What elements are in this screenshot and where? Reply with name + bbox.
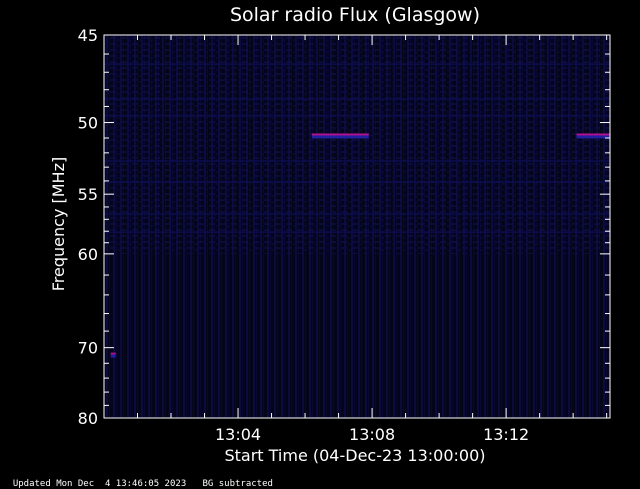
x-tick-labels: 13:04 13:08 13:12 [215, 425, 529, 444]
burst-feature [576, 133, 610, 136]
y-tick-label: 80 [78, 409, 98, 428]
interference-line [104, 213, 610, 216]
axes [103, 34, 611, 419]
burst-features [110, 133, 610, 358]
interference-line [104, 160, 610, 163]
burst-feature-edge [311, 135, 369, 139]
spectrogram-background [104, 35, 610, 418]
x-tick-label: 13:04 [215, 425, 261, 444]
interference-line [104, 114, 610, 117]
interference-line [104, 231, 610, 234]
y-tick-label: 60 [78, 245, 98, 264]
x-tick-label: 13:08 [349, 425, 395, 444]
y-tick-label: 45 [78, 26, 98, 45]
spectrogram-banding [104, 35, 610, 254]
burst-feature-edge [576, 135, 610, 139]
interference-line [104, 98, 610, 101]
y-tick-labels: 45 50 55 60 70 80 [78, 26, 98, 428]
plot-frame [103, 34, 611, 419]
chart-title: Solar radio Flux (Glasgow) [230, 4, 480, 26]
interference-line [104, 63, 610, 66]
bg-subtracted-note: BG subtracted [202, 479, 273, 489]
y-tick-label: 55 [78, 185, 98, 204]
footer: Updated Mon Dec 4 13:46:05 2023 BG subtr… [2, 469, 273, 489]
x-axis-label: Start Time (04-Dec-23 13:00:00) [224, 446, 485, 465]
interference-line [104, 180, 610, 183]
y-tick-label: 70 [78, 339, 98, 358]
burst-feature [110, 352, 116, 355]
burst-feature-edge [110, 354, 116, 358]
burst-feature [311, 133, 369, 136]
y-tick-label: 50 [78, 114, 98, 133]
y-axis-label: Frequency [MHz] [49, 157, 68, 291]
updated-timestamp: Updated Mon Dec 4 13:46:05 2023 [12, 479, 187, 489]
x-tick-label: 13:12 [483, 425, 529, 444]
